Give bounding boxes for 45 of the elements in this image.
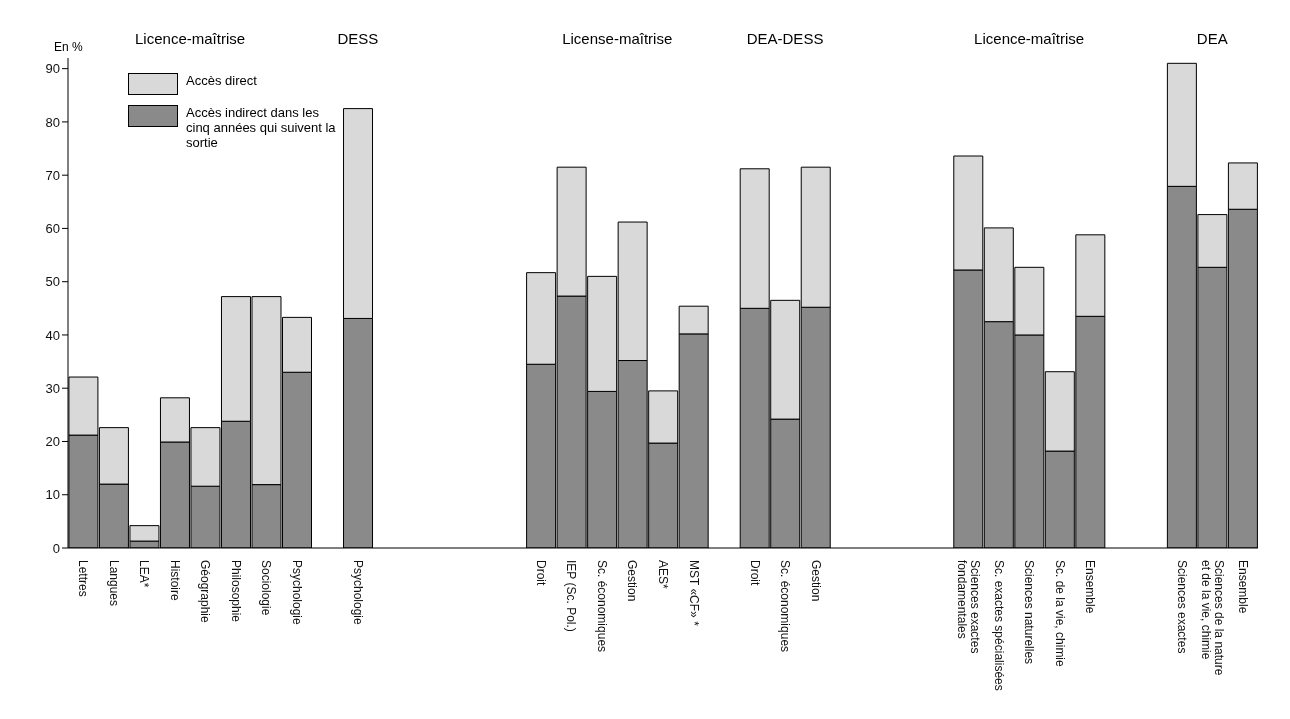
text: DEA-DESS: [745, 30, 825, 47]
y-tick-label: 50: [45, 274, 60, 290]
x-tick-label: Psychologie: [350, 560, 365, 626]
x-tick-label: Langues: [106, 560, 121, 607]
y-tick-label: 40: [45, 327, 60, 343]
x-tick-label: Sc. de la vie, chimie: [1052, 560, 1067, 668]
x-tick-label: LEA*: [137, 560, 152, 588]
x-tick-label: Sciences de la nature et de la vie, chimie: [1198, 560, 1226, 676]
x-tick-label: Sc. économiques: [594, 560, 609, 653]
y-tick-label: 20: [45, 434, 60, 450]
x-tick-label: Sciences exactes fondamentales: [954, 560, 982, 654]
x-tick-label: Sociologie: [259, 560, 274, 616]
x-tick-label: Droit: [747, 560, 762, 586]
text: DESS: [336, 30, 380, 47]
legend-label: Accès direct: [186, 73, 258, 88]
x-tick-label: Géographie: [198, 560, 213, 624]
y-tick-label: 30: [45, 380, 60, 396]
x-tick-label: IEP (Sc. Pol.): [564, 560, 579, 632]
text: Licence-maîtrise: [973, 30, 1086, 47]
x-tick-label: AES*: [656, 560, 670, 590]
x-tick-label: Sc. exactes spécialisées: [991, 560, 1006, 691]
x-tick-label: Gestion: [808, 560, 823, 602]
x-tick-label: Sc. économiques: [778, 560, 793, 653]
y-axis-title: En %: [54, 40, 83, 54]
text: Licence-maîtrise: [134, 30, 247, 47]
x-tick-label: Droit: [533, 560, 548, 586]
x-tick-label: MST «CF» *: [686, 560, 701, 627]
y-tick-label: 70: [45, 167, 60, 183]
text: License-maîtrise: [561, 30, 674, 47]
y-tick-label: 60: [45, 221, 60, 237]
x-tick-label: Sciences exactes: [1174, 560, 1189, 654]
y-tick-label: 90: [45, 61, 60, 77]
x-tick-label: Lettres: [76, 560, 91, 597]
legend-label: Accès indirect dans les cinq années qui suivent la sortie: [186, 105, 336, 150]
x-tick-label: Sciences naturelles: [1022, 560, 1037, 665]
x-tick-label: Psychologie: [289, 560, 304, 626]
x-tick-label: Ensemble: [1083, 560, 1098, 614]
x-tick-label: Ensemble: [1235, 560, 1250, 614]
text: DEA: [1195, 30, 1229, 47]
x-tick-label: Gestion: [625, 560, 640, 602]
x-tick-label: Philosophie: [228, 560, 243, 623]
y-tick-label: 80: [45, 114, 60, 130]
y-tick-label: 0: [52, 540, 60, 556]
y-tick-label: 10: [45, 487, 60, 503]
x-tick-label: Histoire: [167, 560, 182, 601]
